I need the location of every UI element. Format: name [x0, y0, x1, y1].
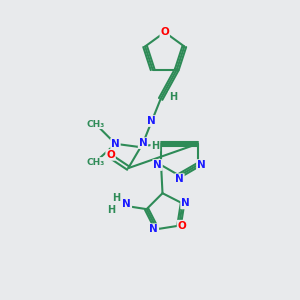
Text: H: H	[112, 193, 120, 203]
Text: CH₃: CH₃	[87, 158, 105, 166]
Text: O: O	[106, 150, 115, 160]
Text: O: O	[160, 27, 169, 37]
Text: N: N	[122, 199, 131, 209]
Text: O: O	[178, 221, 186, 231]
Text: N: N	[153, 160, 162, 170]
Text: N: N	[197, 160, 206, 170]
Text: H: H	[151, 141, 159, 151]
Text: N: N	[175, 174, 184, 184]
Text: H: H	[169, 92, 177, 102]
Text: N: N	[181, 198, 190, 208]
Text: N: N	[147, 116, 156, 126]
Text: N: N	[149, 224, 158, 234]
Text: H: H	[107, 205, 115, 215]
Text: CH₃: CH₃	[87, 120, 105, 129]
Text: N: N	[111, 139, 120, 149]
Text: N: N	[139, 138, 147, 148]
